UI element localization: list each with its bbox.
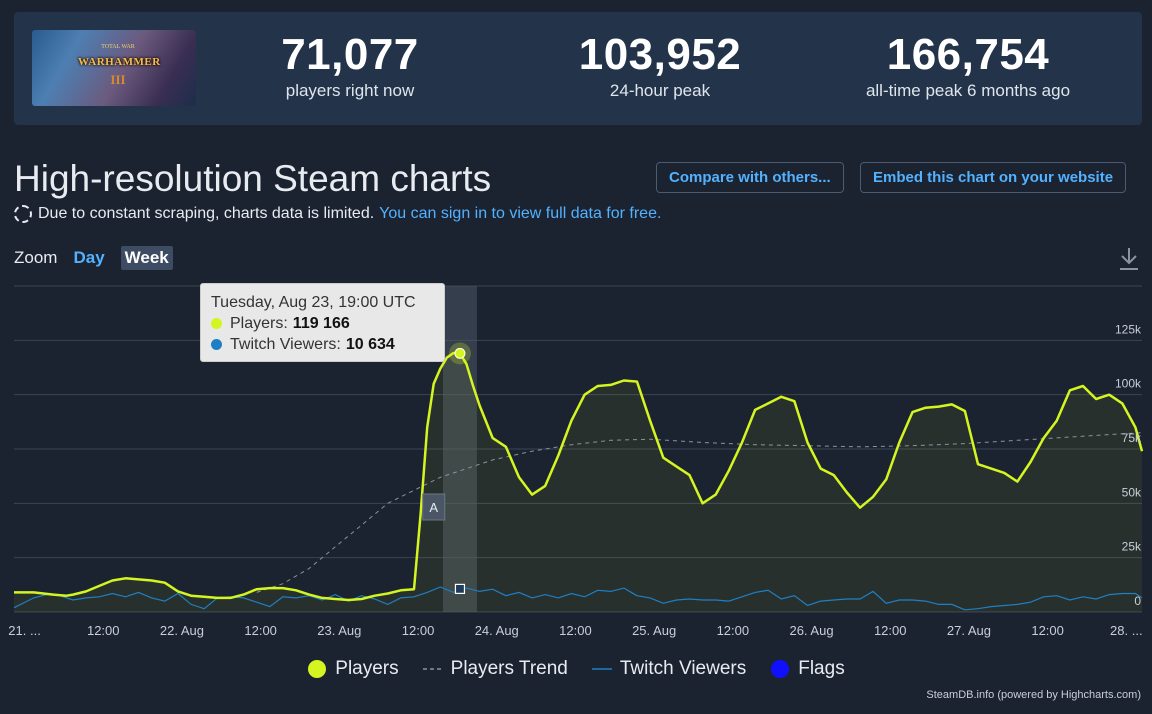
download-icon[interactable] <box>1118 246 1140 272</box>
legend-item-players[interactable]: Players <box>307 658 399 680</box>
notice-text: Due to constant scraping, charts data is… <box>38 205 375 222</box>
stat-value: 166,754 <box>886 30 1050 79</box>
x-tick-label: 12:00 <box>559 623 592 638</box>
x-tick-label: 21. ... <box>8 623 41 638</box>
x-tick-label: 26. Aug <box>789 623 833 638</box>
twitch-dot-icon <box>211 339 222 350</box>
embed-chart-button[interactable]: Embed this chart on your website <box>860 162 1127 193</box>
tooltip-row-players: Players: 119 166 <box>211 313 434 334</box>
stat-label: 24-hour peak <box>609 81 711 100</box>
stat-current-players: 71,077 players right now <box>280 30 420 102</box>
x-tick-label: 28. ... <box>1110 623 1143 638</box>
y-tick-label: 100k <box>1115 377 1142 391</box>
x-tick-label: 12:00 <box>244 623 277 638</box>
x-tick-label: 27. Aug <box>947 623 991 638</box>
game-logo-small: TOTAL WAR <box>101 44 135 50</box>
y-tick-label: 0 <box>1134 594 1141 608</box>
y-axis: 0 25k 50k 75k 100k 125k <box>1115 322 1142 608</box>
stat-label: players right now <box>285 81 415 100</box>
hover-highlight-band <box>442 286 477 612</box>
players-area <box>14 353 1142 612</box>
x-tick-label: 12:00 <box>717 623 750 638</box>
legend-item-players-trend[interactable]: Players Trend <box>422 658 568 680</box>
tooltip-label: Players: <box>230 315 288 332</box>
x-tick-label: 25. Aug <box>632 623 676 638</box>
zoom-day-button[interactable]: Day <box>73 248 105 267</box>
twitch-viewers-line <box>13 586 1143 611</box>
legend-label: Twitch Viewers <box>619 658 747 679</box>
y-tick-label: 75k <box>1122 431 1142 445</box>
stat-label: all-time peak 6 months ago <box>865 81 1071 100</box>
stats-header: TOTAL WAR WARHAMMER III 71,077 players r… <box>14 12 1142 125</box>
annotation-label: A <box>429 500 438 515</box>
y-tick-label: 25k <box>1122 540 1142 554</box>
annotation-flag <box>422 493 446 521</box>
twitch-hover-point <box>454 583 466 594</box>
legend-players-icon <box>308 660 327 678</box>
legend-label: Players <box>335 658 399 679</box>
tooltip-title: Tuesday, Aug 23, 19:00 UTC <box>211 294 416 311</box>
x-tick-label: 12:00 <box>402 623 435 638</box>
tooltip-value: 10 634 <box>345 336 395 353</box>
compare-button[interactable]: Compare with others... <box>656 162 844 193</box>
legend-flags-icon <box>771 660 790 678</box>
game-thumbnail[interactable]: TOTAL WAR WARHAMMER III <box>32 30 196 106</box>
players-trend-line <box>256 432 1143 593</box>
legend-label: Players Trend <box>450 658 568 679</box>
dashed-circle-icon <box>14 205 32 223</box>
player-chart[interactable]: A 21. ... 12:00 22. Aug 12:00 23. Aug 12:00 24… <box>0 280 1152 650</box>
zoom-controls: Zoom Day Week <box>14 246 173 270</box>
y-tick-label: 50k <box>1122 485 1142 499</box>
legend-twitch-icon <box>591 668 612 670</box>
x-tick-label: 23. Aug <box>317 623 361 638</box>
x-tick-label: 22. Aug <box>160 623 204 638</box>
sign-in-link[interactable]: You can sign in to view full data for fr… <box>379 205 662 222</box>
x-tick-label: 24. Aug <box>475 623 519 638</box>
chart-credit: SteamDB.info (powered by Highcharts.com) <box>926 689 1141 701</box>
x-axis: 21. ... 12:00 22. Aug 12:00 23. Aug 12:00 24. … <box>8 623 1142 638</box>
data-limit-notice: Due to constant scraping, charts data is… <box>14 205 661 223</box>
chart-legend: Players Players Trend Twitch Viewers Fla… <box>0 658 1152 680</box>
zoom-label: Zoom <box>14 248 58 267</box>
legend-trend-icon <box>422 668 443 670</box>
tooltip-value: 119 166 <box>292 315 350 332</box>
tooltip-row-twitch: Twitch Viewers: 10 634 <box>211 334 434 355</box>
x-tick-label: 12:00 <box>1031 623 1064 638</box>
y-tick-label: 125k <box>1115 322 1142 336</box>
stat-24h-peak: 103,952 24-hour peak <box>560 30 760 102</box>
players-hover-point <box>454 347 466 359</box>
tooltip-label: Twitch Viewers: <box>230 336 341 353</box>
game-logo-main: WARHAMMER <box>78 56 161 68</box>
chart-annotations: A <box>422 493 446 521</box>
chart-tooltip: Tuesday, Aug 23, 19:00 UTC Players: 119 … <box>200 283 445 362</box>
legend-item-flags[interactable]: Flags <box>770 658 845 680</box>
players-line <box>14 351 1144 602</box>
x-tick-label: 12:00 <box>874 623 907 638</box>
legend-item-twitch-viewers[interactable]: Twitch Viewers <box>591 658 747 680</box>
players-dot-icon <box>211 318 222 329</box>
hover-markers <box>448 342 471 594</box>
stat-value: 71,077 <box>281 30 419 79</box>
page-title: High-resolution Steam charts <box>14 158 492 199</box>
legend-label: Flags <box>798 658 845 679</box>
x-tick-label: 12:00 <box>87 623 120 638</box>
zoom-week-button[interactable]: Week <box>120 246 173 270</box>
game-logo-numeral: III <box>110 72 126 87</box>
stat-value: 103,952 <box>578 30 742 79</box>
stat-all-time-peak: 166,754 all-time peak 6 months ago <box>852 30 1084 102</box>
